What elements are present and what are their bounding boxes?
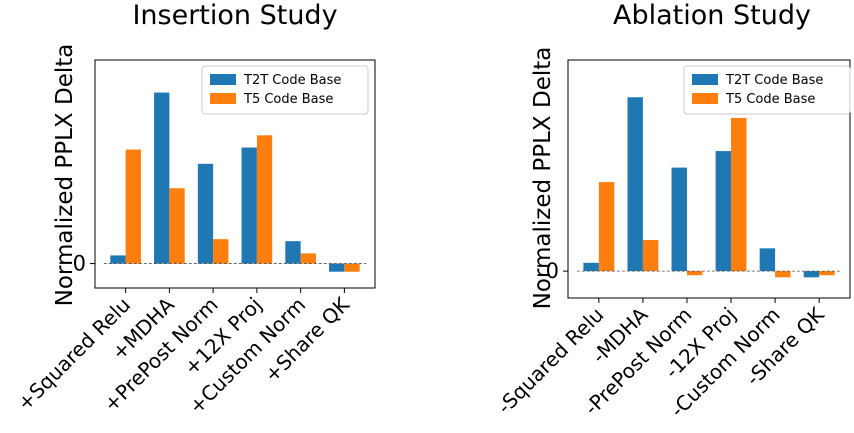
bar-t5-5 [819,271,835,276]
legend-label-t5: T5 Code Base [725,92,815,107]
x-ticks: +Squared Relu+MDHA+PrePost Norm+12X Proj… [12,288,355,419]
plot-frame [94,59,376,289]
bar-t5-1 [642,240,659,272]
bar-t5-4 [300,253,316,264]
legend-swatch-t5 [692,93,718,104]
bar-t2t-2 [197,163,214,264]
chart-title: Insertion Study [132,0,337,31]
y-tick-label: 0 [73,252,86,276]
x-ticks: -Squared Relu-MDHA-PrePost Norm-12X Proj… [492,298,829,422]
bar-t2t-3 [715,151,732,272]
y-ticks: 0 [73,252,95,276]
legend-label-t2t: T2T Code Base [243,73,341,88]
bar-t2t-0 [583,262,599,272]
bar-t2t-3 [241,147,257,264]
chart-title: Ablation Study [613,0,811,31]
legend-swatch-t2t [210,74,236,85]
insertion-study-panel: Insertion Study Normalized PPLX Delta 0 … [12,0,376,419]
bars-group [583,97,835,278]
bar-t2t-5 [329,263,345,272]
plot-frame [567,59,851,299]
bar-t5-3 [256,135,273,264]
bars-group [110,92,360,272]
legend-box [683,65,851,115]
legend: T2T Code Base T5 Code Base [683,65,851,115]
bar-t5-2 [686,271,703,276]
bar-t2t-4 [759,248,776,272]
bar-t2t-0 [110,255,126,264]
legend-box [201,65,369,115]
bar-t2t-1 [627,97,643,272]
bar-t5-0 [598,182,615,272]
bar-t2t-2 [671,167,687,272]
legend-swatch-t2t [692,74,718,85]
bar-t5-0 [125,149,141,264]
legend-label-t2t: T2T Code Base [725,73,823,88]
y-axis-label: Normalized PPLX Delta [530,47,556,310]
y-tick-label: 0 [546,259,559,283]
bar-t5-1 [169,188,185,264]
bar-t5-4 [775,271,791,278]
bar-t5-3 [731,117,747,272]
y-ticks: 0 [546,259,568,283]
legend: T2T Code Base T5 Code Base [201,65,369,115]
bar-t2t-4 [285,241,301,264]
bar-t2t-1 [154,92,170,264]
legend-label-t5: T5 Code Base [243,92,333,107]
bar-t2t-5 [803,271,820,278]
y-axis-label: Normalized PPLX Delta [52,44,78,307]
ablation-study-panel: Ablation Study Normalized PPLX Delta 0 -… [492,0,851,422]
bar-t5-2 [213,239,229,264]
bar-t5-5 [344,263,360,272]
legend-swatch-t5 [210,93,236,104]
